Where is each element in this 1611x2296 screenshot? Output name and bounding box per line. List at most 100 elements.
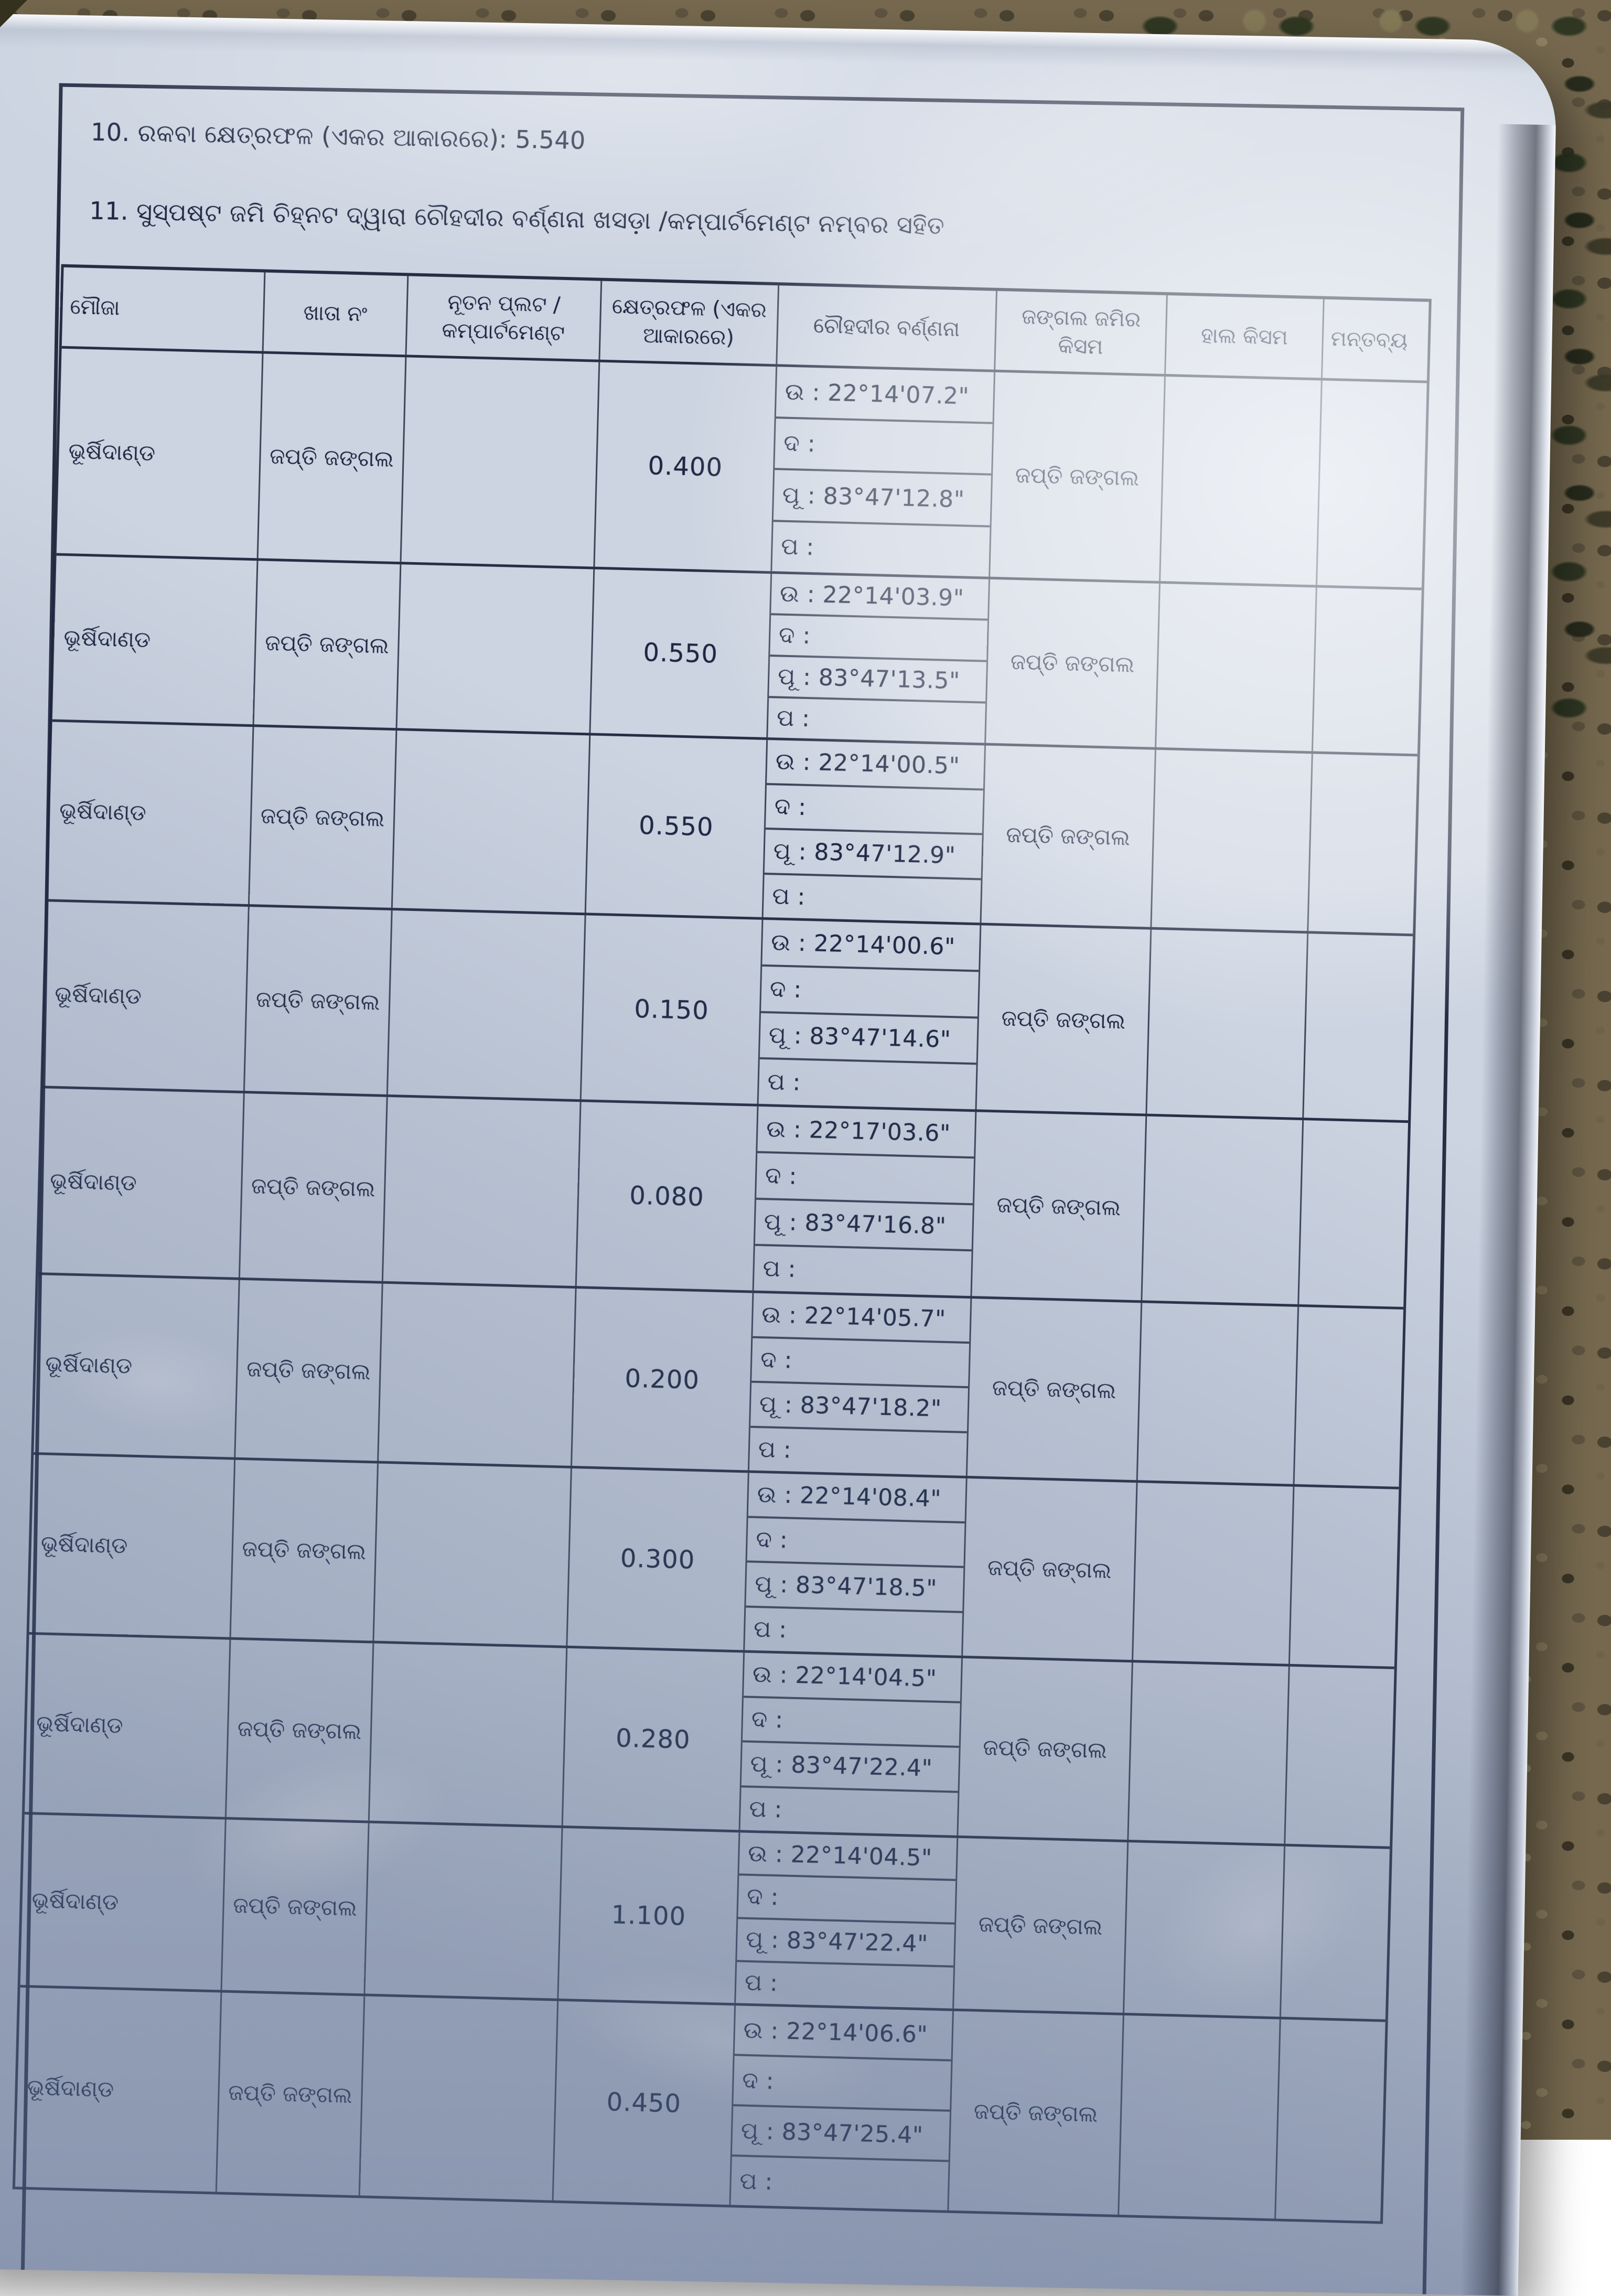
land-record-table: ମୌଜା ଖାତା ନଂ ନୂତନ ପ୍ଲଟ / କମ୍ପାର୍ଟମେଣ୍ଟ କ…: [13, 264, 1432, 2224]
cell-new-plot: [365, 1823, 563, 1998]
cell-boundary: ଉ : 22°14'08.4"ଦ :ପୂ : 83°47'18.5"ପ :: [745, 1473, 967, 1656]
boundary-west: ପ :: [768, 698, 985, 743]
cell-forest-kind: ଜପ୍ତି ଜଙ୍ଗଲ: [972, 1112, 1147, 1300]
cell-mouza: ଭୂର୍ଷିଦାଣ୍ଡ: [43, 902, 250, 1091]
cell-forest-kind: ଜପ୍ତି ଜଙ୍ଗଲ: [981, 746, 1156, 927]
cell-area: 0.280: [563, 1648, 745, 1830]
cell-new-plot: [388, 910, 586, 1099]
column-header-new-plot: ନୂତନ ପ୍ଲଟ / କମ୍ପାର୍ଟମେଣ୍ଟ: [407, 276, 603, 359]
boundary-north: ଉ : 22°14'08.4": [748, 1473, 966, 1523]
cell-hal-kind: [1138, 1303, 1299, 1484]
cell-boundary: ଉ : 22°14'06.6"ଦ :ପୂ : 83°47'25.4"ପ :: [731, 2005, 953, 2210]
boundary-north: ଉ : 22°14'03.9": [771, 574, 989, 620]
boundary-west: ପ :: [731, 2156, 948, 2210]
boundary-south: ଦ :: [751, 1338, 969, 1388]
boundary-east: ପୂ : 83°47'14.6": [760, 1013, 978, 1065]
cell-forest-kind: ଜପ୍ତି ଜଙ୍ଗଲ: [958, 1658, 1133, 1840]
cell-new-plot: [398, 564, 595, 733]
column-header-forest-kind: ଜଙ୍ଗଲ ଜମିର କିସମ: [995, 291, 1168, 374]
cell-khata: ଜପ୍ତି ଜଙ୍ଗଲ: [217, 1992, 366, 2195]
cell-new-plot: [379, 1284, 576, 1466]
cell-hal-kind: [1142, 1117, 1304, 1304]
cell-area: 0.150: [582, 915, 764, 1103]
cell-new-plot: [393, 731, 590, 913]
boundary-south: ଦ :: [775, 419, 992, 476]
cell-new-plot: [360, 1996, 559, 2200]
cell-khata: ଜପ୍ତି ଜଙ୍ଗଲ: [227, 1640, 374, 1821]
boundary-east: ପୂ : 83°47'18.5": [746, 1563, 963, 1613]
cell-mouza: ଭୂର୍ଷିଦାଣ୍ଡ: [25, 1635, 231, 1817]
cell-khata: ଜପ୍ତି ଜଙ୍ଗଲ: [231, 1460, 379, 1641]
column-header-remarks: ମନ୍ତବ୍ୟ: [1323, 299, 1429, 381]
cell-new-plot: [402, 357, 600, 566]
boundary-east: ପୂ : 83°47'12.9": [765, 830, 982, 880]
boundary-east: ପୂ : 83°47'18.2": [750, 1383, 968, 1433]
column-header-boundary: ଚୌହଦୀର ବର୍ଣ୍ଣନା: [777, 285, 997, 369]
field-boundary-heading: 11. ସୁସ୍ପଷ୍ଟ ଜମି ଚିହ୍ନଟ ଦ୍ୱାରା ଚୌହଦୀର ବର…: [89, 197, 945, 241]
field-total-area: 10. ରକବା କ୍ଷେତ୍ରଫଳ (ଏକର ଆକାରରେ): 5.540: [91, 118, 586, 156]
cell-hal-kind: [1129, 1662, 1290, 1843]
cell-boundary: ଉ : 22°14'00.5"ଦ :ପୂ : 83°47'12.9"ପ :: [764, 740, 986, 922]
cell-area: 0.550: [586, 735, 768, 917]
cell-remarks: [1276, 2020, 1386, 2222]
boundary-south: ଦ :: [747, 1518, 964, 1568]
boundary-east: ପୂ : 83°47'22.4": [737, 1919, 954, 1968]
boundary-south: ଦ :: [770, 615, 987, 662]
boundary-north: ଉ : 22°14'05.7": [753, 1293, 970, 1344]
boundary-east: ପୂ : 83°47'12.8": [774, 470, 991, 527]
boundary-west: ପ :: [745, 1607, 962, 1656]
cell-remarks: [1290, 1487, 1399, 1667]
cell-khata: ଜପ୍ତି ଜଙ୍ଗଲ: [222, 1820, 370, 1994]
cell-forest-kind: ଜପ୍ତି ଜଙ୍ଗଲ: [990, 372, 1166, 581]
boundary-north: ଉ : 22°14'04.5": [739, 1832, 957, 1881]
cell-boundary: ଉ : 22°14'03.9"ଦ :ପୂ : 83°47'13.5"ପ :: [768, 574, 990, 743]
cell-boundary: ଉ : 22°17'03.6"ଦ :ପୂ : 83°47'16.8"ପ :: [754, 1107, 977, 1296]
cell-hal-kind: [1133, 1483, 1294, 1664]
cell-mouza: ଭୂର୍ଷିଦାଣ୍ଡ: [38, 1088, 245, 1278]
cell-area: 0.080: [577, 1102, 759, 1290]
cell-area: 0.200: [572, 1289, 754, 1470]
cell-remarks: [1308, 754, 1417, 934]
cell-khata: ଜପ୍ତି ଜଙ୍ଗଲ: [240, 1093, 388, 1281]
column-header-mouza: ମୌଜା: [62, 267, 266, 351]
boundary-west: ପ :: [736, 1962, 953, 2009]
cell-mouza: ଭୂର୍ଷିଦାଣ୍ଡ: [34, 1275, 240, 1457]
cell-mouza: ଭୂର୍ଷିଦାଣ୍ଡ: [57, 349, 264, 559]
cell-new-plot: [374, 1464, 572, 1646]
cell-khata: ଜପ୍ତି ଜଙ୍ଗଲ: [235, 1280, 383, 1461]
boundary-west: ପ :: [740, 1787, 958, 1836]
boundary-south: ଦ :: [733, 2056, 951, 2111]
cell-new-plot: [370, 1644, 567, 1826]
cell-forest-kind: ଜପ୍ତି ଜଙ୍ଗଲ: [963, 1478, 1137, 1660]
cell-hal-kind: [1152, 750, 1313, 931]
column-header-khata-no: ଖାତା ନଂ: [264, 272, 409, 355]
cell-khata: ଜପ୍ତି ଜଙ୍ଗଲ: [254, 561, 402, 728]
cell-area: 0.450: [554, 2001, 736, 2205]
boundary-north: ଉ : 22°14'07.2": [776, 367, 994, 424]
boundary-north: ଉ : 22°17'03.6": [757, 1107, 975, 1158]
boundary-south: ଦ :: [738, 1876, 955, 1925]
cell-new-plot: [383, 1097, 582, 1286]
boundary-east: ପୂ : 83°47'16.8": [755, 1199, 973, 1251]
boundary-north: ଉ : 22°14'04.5": [744, 1653, 961, 1703]
cell-area: 0.550: [590, 570, 772, 737]
cell-forest-kind: ଜପ୍ତି ଜଙ୍ଗଲ: [976, 925, 1152, 1113]
boundary-south: ଦ :: [766, 785, 983, 835]
cell-mouza: ଭୂର୍ଷିଦାଣ୍ଡ: [52, 556, 259, 725]
boundary-east: ପୂ : 83°47'13.5": [769, 657, 986, 703]
boundary-east: ପୂ : 83°47'22.4": [742, 1742, 959, 1793]
boundary-south: ଦ :: [761, 967, 979, 1018]
cell-boundary: ଉ : 22°14'00.6"ଦ :ପୂ : 83°47'14.6"ପ :: [759, 920, 982, 1109]
cell-remarks: [1313, 587, 1422, 754]
boundary-north: ଉ : 22°14'06.6": [735, 2005, 952, 2061]
cell-mouza: ଭୂର୍ଷିଦାଣ୍ଡ: [48, 722, 254, 904]
